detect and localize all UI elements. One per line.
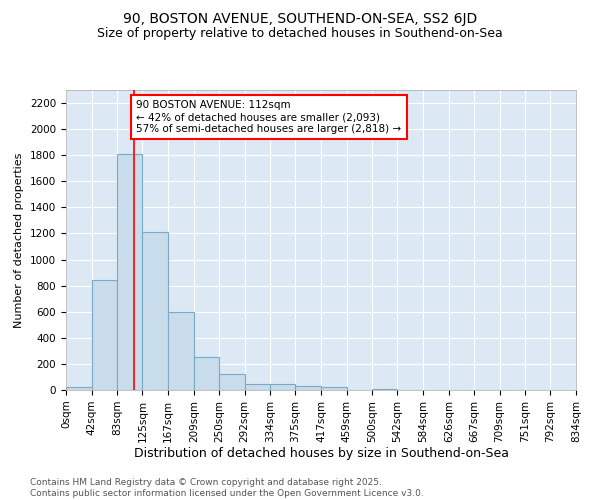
Text: Contains HM Land Registry data © Crown copyright and database right 2025.
Contai: Contains HM Land Registry data © Crown c… <box>30 478 424 498</box>
Text: 90, BOSTON AVENUE, SOUTHEND-ON-SEA, SS2 6JD: 90, BOSTON AVENUE, SOUTHEND-ON-SEA, SS2 … <box>123 12 477 26</box>
Text: 90 BOSTON AVENUE: 112sqm
← 42% of detached houses are smaller (2,093)
57% of sem: 90 BOSTON AVENUE: 112sqm ← 42% of detach… <box>136 100 401 134</box>
Bar <box>142 232 168 390</box>
Bar <box>321 388 347 390</box>
Bar <box>117 154 142 390</box>
Bar <box>168 312 194 390</box>
Bar <box>219 374 245 390</box>
Bar <box>194 356 219 390</box>
Bar <box>372 388 397 390</box>
Bar <box>270 384 295 390</box>
Text: Size of property relative to detached houses in Southend-on-Sea: Size of property relative to detached ho… <box>97 28 503 40</box>
Bar <box>92 280 117 390</box>
Bar <box>295 386 321 390</box>
Bar <box>245 384 270 390</box>
Y-axis label: Number of detached properties: Number of detached properties <box>14 152 25 328</box>
X-axis label: Distribution of detached houses by size in Southend-on-Sea: Distribution of detached houses by size … <box>133 448 509 460</box>
Bar <box>66 388 92 390</box>
